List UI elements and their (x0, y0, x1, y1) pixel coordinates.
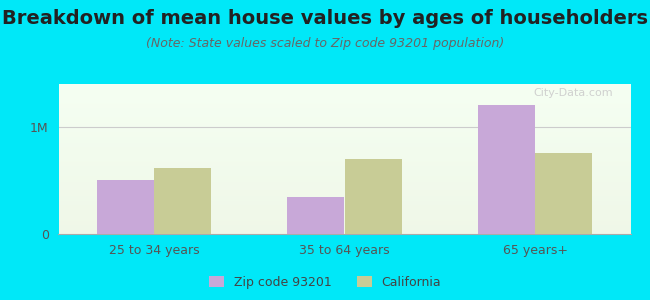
Bar (478, 105, 535, 234)
Text: Breakdown of mean house values by ages of householders: Breakdown of mean house values by ages o… (2, 9, 648, 28)
Bar (344, 159, 402, 234)
Text: City-Data.com: City-Data.com (534, 88, 614, 98)
Text: (Note: State values scaled to Zip code 93201 population): (Note: State values scaled to Zip code 9… (146, 38, 504, 50)
Legend: Zip code 93201, California: Zip code 93201, California (204, 271, 446, 294)
Bar (287, 196, 344, 234)
Bar (535, 153, 592, 234)
Bar (97, 180, 154, 234)
Bar (154, 168, 211, 234)
